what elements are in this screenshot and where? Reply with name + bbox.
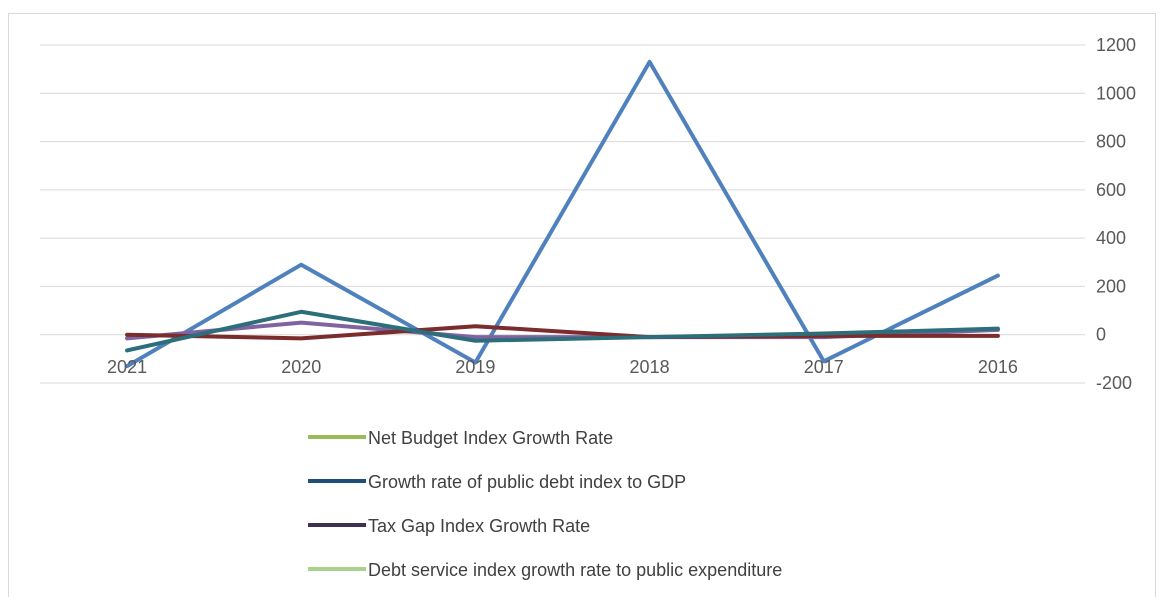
- y-tick-label: 600: [1096, 180, 1126, 200]
- y-axis-ticks: -200 0 200 400 600 800 1000 1200: [1096, 35, 1136, 393]
- x-tick-label: 2018: [630, 357, 670, 377]
- series-line-4: [125, 59, 1000, 369]
- x-tick-label: 2020: [281, 357, 321, 377]
- y-tick-label: 0: [1096, 325, 1106, 345]
- legend: Net Budget Index Growth Rate Growth rate …: [308, 428, 782, 580]
- series-line-6: [125, 324, 1000, 341]
- legend-label: Tax Gap Index Growth Rate: [368, 516, 590, 536]
- x-tick-label: 2019: [455, 357, 495, 377]
- y-tick-label: 800: [1096, 132, 1126, 152]
- chart-border: [8, 13, 1156, 597]
- series-lines: [125, 59, 1000, 369]
- y-tick-label: 200: [1096, 276, 1126, 296]
- x-tick-label: 2017: [804, 357, 844, 377]
- y-tick-label: 1200: [1096, 35, 1136, 55]
- y-tick-label: 400: [1096, 228, 1126, 248]
- x-tick-label: 2021: [107, 357, 147, 377]
- series-line-7: [125, 309, 1000, 353]
- x-axis-ticks: 2021 2020 2019 2018 2017 2016: [107, 357, 1018, 377]
- legend-label: Growth rate of public debt index to GDP: [368, 472, 686, 492]
- legend-label: Net Budget Index Growth Rate: [368, 428, 613, 448]
- legend-label: Debt service index growth rate to public…: [368, 560, 782, 580]
- y-tick-label: -200: [1096, 373, 1132, 393]
- x-tick-label: 2016: [978, 357, 1018, 377]
- y-tick-label: 1000: [1096, 83, 1136, 103]
